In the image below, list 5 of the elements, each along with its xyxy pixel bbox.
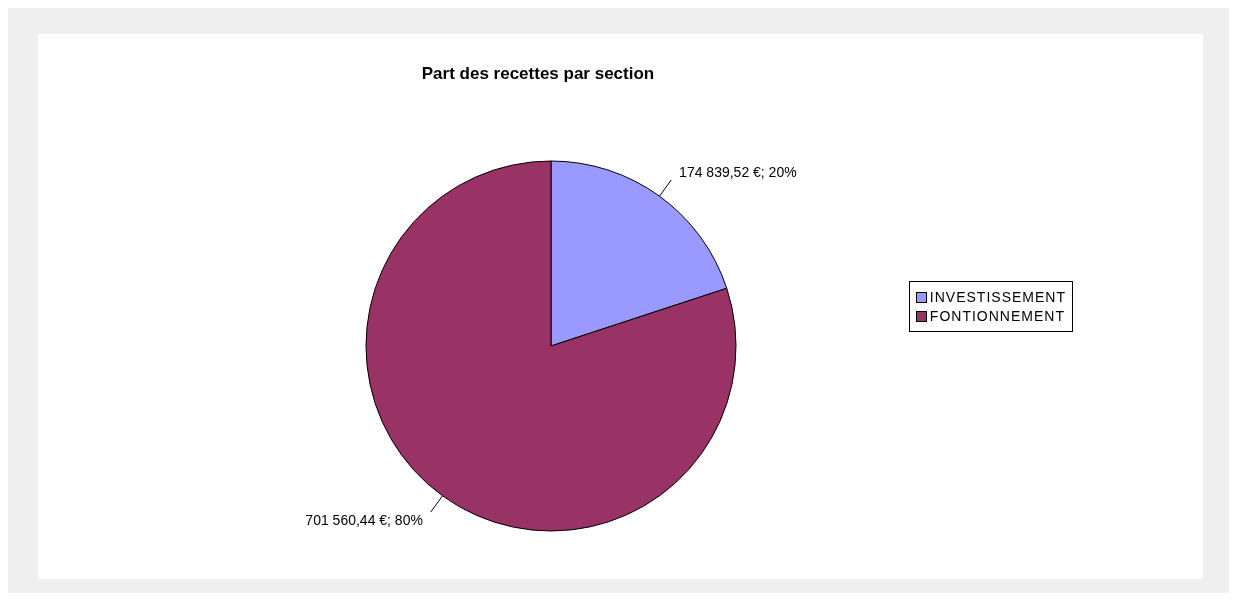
data-label: 174 839,52 €; 20% — [679, 163, 797, 180]
legend-label: FONTIONNEMENT — [929, 308, 1065, 324]
data-label: 701 560,44 €; 80% — [305, 512, 423, 529]
chart-title: Part des recettes par section — [420, 64, 656, 84]
legend-label: INVESTISSEMENT — [929, 289, 1066, 305]
